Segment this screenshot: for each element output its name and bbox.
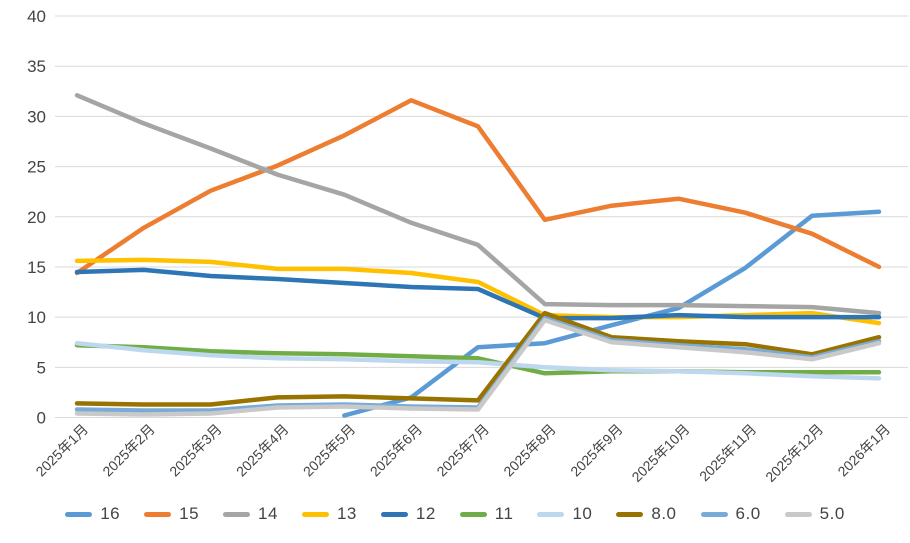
series-line-16 [342, 209, 882, 418]
legend-item-14: 14 [223, 504, 278, 524]
series-line-12 [74, 267, 882, 321]
legend-label-15: 15 [179, 504, 200, 523]
y-axis-tick-label: 20 [27, 208, 46, 227]
series-line-10 [74, 340, 882, 381]
x-axis-label: 2025年5月 [300, 421, 359, 480]
x-axis-label: 2025年12月 [762, 421, 826, 485]
legend-item-5.0: 5.0 [784, 504, 845, 524]
legend-label-10: 10 [572, 504, 593, 523]
legend-swatch-5.0 [784, 511, 812, 517]
legend-label-5.0: 5.0 [819, 504, 845, 523]
x-axis-label: 2025年2月 [99, 421, 158, 480]
legend-item-15: 15 [144, 504, 199, 524]
y-axis-tick-label: 15 [27, 258, 46, 277]
legend-swatch-12 [380, 511, 408, 517]
x-axis-label: 2025年6月 [367, 421, 426, 480]
legend-swatch-16 [65, 511, 93, 517]
legend-label-12: 12 [415, 504, 436, 523]
legend-label-11: 11 [494, 504, 514, 523]
x-axis-label: 2025年8月 [500, 421, 559, 480]
series-line-15 [74, 98, 882, 276]
legend-item-12: 12 [380, 504, 436, 524]
legend-item-11: 11 [459, 504, 514, 524]
legend-label-8.0: 8.0 [651, 504, 677, 523]
legend-swatch-14 [223, 511, 251, 517]
y-axis-tick-label: 5 [37, 358, 46, 377]
legend-item-8.0: 8.0 [616, 504, 676, 524]
x-axis-label: 2025年3月 [166, 421, 225, 480]
chart-legend: 16 15 14 13 12 11 10 8.0 6.0 5.0 [0, 504, 910, 524]
y-axis-tick-label: 0 [37, 409, 46, 428]
y-axis-tick-label: 10 [27, 308, 46, 327]
y-axis-tick-label: 30 [27, 107, 46, 126]
y-axis-tick-label: 25 [27, 158, 46, 177]
series-line-14 [74, 93, 882, 316]
series-line-13 [74, 257, 882, 326]
series-line-5.0 [74, 317, 882, 417]
legend-swatch-8.0 [616, 511, 644, 517]
x-axis-label: 2025年7月 [433, 421, 492, 480]
x-axis-label: 2025年11月 [696, 421, 759, 484]
x-axis-label: 2025年10月 [628, 421, 692, 485]
legend-swatch-6.0 [700, 511, 728, 517]
legend-item-13: 13 [301, 504, 357, 524]
legend-item-16: 16 [65, 504, 120, 524]
legend-swatch-13 [301, 511, 329, 517]
legend-swatch-10 [537, 511, 565, 517]
legend-item-10: 10 [537, 504, 592, 524]
y-axis-tick-label: 35 [27, 57, 46, 76]
legend-label-13: 13 [336, 504, 357, 523]
legend-label-6.0: 6.0 [735, 504, 761, 523]
legend-swatch-11 [459, 511, 487, 517]
x-axis-label: 2025年1月 [32, 421, 91, 480]
legend-item-6.0: 6.0 [700, 504, 761, 524]
legend-swatch-15 [144, 511, 172, 517]
x-axis-label: 2025年9月 [567, 421, 626, 480]
legend-label-16: 16 [100, 504, 121, 523]
x-axis-label: 2026年1月 [834, 421, 893, 480]
y-axis-tick-label: 40 [27, 7, 46, 26]
series-line-8.0 [74, 310, 882, 407]
legend-label-14: 14 [258, 504, 278, 523]
x-axis-label: 2025年4月 [233, 421, 292, 480]
